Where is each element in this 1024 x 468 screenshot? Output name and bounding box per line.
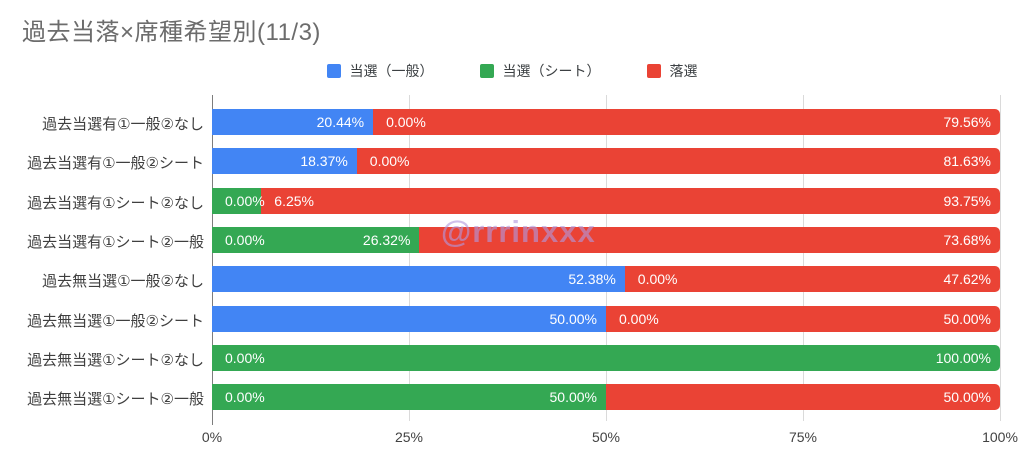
chart-title: 過去当落×席種希望別(11/3) bbox=[22, 19, 321, 46]
legend-label: 当選（一般） bbox=[349, 63, 434, 79]
bar-value-label: 93.75% bbox=[943, 193, 991, 209]
bar-value-label: 0.00% bbox=[369, 153, 410, 169]
bar-value-label: 50.00% bbox=[549, 389, 597, 405]
y-axis-line bbox=[212, 95, 213, 425]
category-label: 過去無当選①一般②シート bbox=[27, 313, 204, 330]
category-label: 過去無当選①シート②一般 bbox=[27, 391, 204, 408]
x-axis-tick-label: 50% bbox=[591, 429, 621, 445]
legend-swatch-icon bbox=[479, 64, 494, 78]
bar-value-label: 0.00% bbox=[225, 193, 265, 209]
watermark: @rrrinxxx bbox=[441, 214, 596, 249]
legend-label: 当選（シート） bbox=[502, 63, 601, 79]
x-axis-tick-label: 75% bbox=[788, 429, 818, 445]
bar-segment bbox=[212, 188, 262, 214]
bar-segment bbox=[212, 384, 606, 410]
bar-segment bbox=[212, 227, 420, 253]
bar-value-label: 0.00% bbox=[619, 311, 659, 327]
bar-segment bbox=[624, 266, 1000, 292]
gridline bbox=[409, 95, 410, 421]
bar-value-label: 0.00% bbox=[225, 232, 265, 248]
category-label: 過去当選有①一般②なし bbox=[42, 116, 204, 133]
bar-value-label: 50.00% bbox=[943, 389, 991, 405]
bar-value-label: 0.00% bbox=[637, 271, 678, 287]
bar-value-label: 0.00% bbox=[225, 350, 265, 366]
bar-value-label: 26.32% bbox=[362, 232, 411, 248]
x-axis-tick-label: 25% bbox=[394, 429, 424, 445]
legend-label: 落選 bbox=[669, 63, 698, 79]
bar-value-label: 47.62% bbox=[943, 271, 991, 287]
bar-value-label: 18.37% bbox=[300, 153, 348, 169]
bar-segment bbox=[373, 109, 1000, 135]
category-label: 過去当選有①シート②なし bbox=[27, 195, 204, 212]
bar-segment bbox=[212, 345, 1000, 371]
bar-value-label: 20.44% bbox=[316, 114, 365, 130]
gridline bbox=[606, 95, 607, 421]
legend-swatch-icon bbox=[326, 64, 341, 78]
bar-segment bbox=[606, 306, 1000, 332]
gridline bbox=[803, 95, 804, 421]
legend-item: 当選（シート） bbox=[479, 61, 601, 81]
bar-value-label: 100.00% bbox=[935, 350, 991, 366]
bar-value-label: 52.38% bbox=[568, 271, 616, 287]
legend-item: 当選（一般） bbox=[326, 61, 434, 81]
bar-value-label: 0.00% bbox=[386, 114, 426, 130]
category-label: 過去当選有①シート②一般 bbox=[27, 234, 204, 251]
category-label: 過去無当選①一般②なし bbox=[42, 273, 204, 290]
bar-value-label: 79.56% bbox=[943, 114, 991, 130]
category-label: 過去無当選①シート②なし bbox=[27, 352, 204, 369]
legend: 当選（一般） 当選（シート） 落選 bbox=[0, 61, 1024, 81]
bar-segment bbox=[212, 266, 625, 292]
bar-segment bbox=[212, 306, 606, 332]
bar-segment bbox=[606, 384, 1000, 410]
bar-value-label: 50.00% bbox=[943, 311, 991, 327]
gridline bbox=[1000, 95, 1001, 421]
bar-value-label: 6.25% bbox=[274, 193, 314, 209]
bar-value-label: 81.63% bbox=[943, 153, 991, 169]
x-axis-tick-label: 100% bbox=[982, 429, 1018, 445]
bar-segment bbox=[212, 109, 374, 135]
bar-segment bbox=[419, 227, 1000, 253]
legend-item: 落選 bbox=[646, 61, 698, 81]
legend-swatch-icon bbox=[646, 64, 661, 78]
bar-segment bbox=[356, 148, 1000, 174]
bar-value-label: 0.00% bbox=[225, 389, 265, 405]
bar-value-label: 50.00% bbox=[549, 311, 597, 327]
bar-segment bbox=[212, 148, 357, 174]
bar-value-label: 73.68% bbox=[943, 232, 991, 248]
x-axis-tick-label: 0% bbox=[201, 429, 223, 445]
bar-segment bbox=[261, 188, 1001, 214]
category-label: 過去当選有①一般②シート bbox=[27, 155, 204, 172]
